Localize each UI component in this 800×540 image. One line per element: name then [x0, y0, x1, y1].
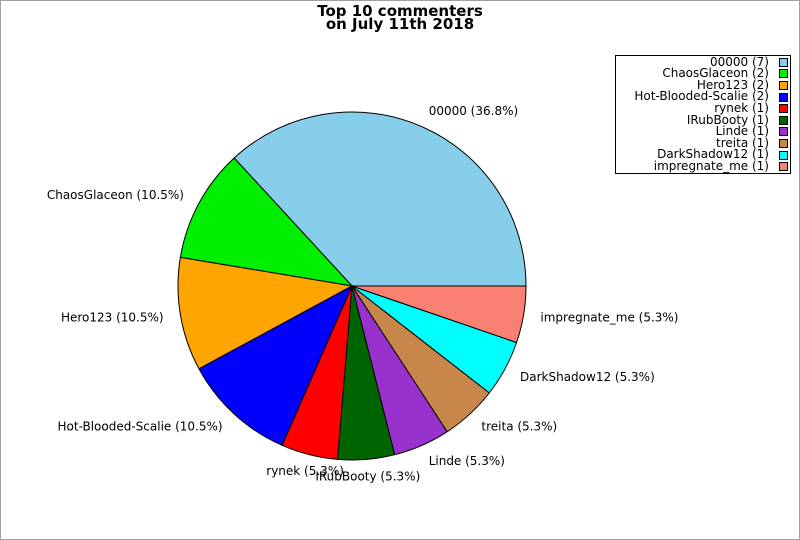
legend-label-Linde: Linde (1) [715, 124, 769, 139]
legend-row-00000: 00000 (7) [616, 54, 788, 69]
slice-label-DarkShadow12: DarkShadow12 (5.3%) [520, 370, 655, 384]
legend-row-ChaosGlaceon: ChaosGlaceon (2) [616, 66, 788, 81]
legend-label-treita: treita (1) [716, 135, 769, 150]
slice-label-rynek: rynek (5.3%) [266, 464, 344, 478]
legend-row-impregnate_me: impregnate_me (1) [616, 158, 788, 173]
slice-label-00000: 00000 (36.8%) [429, 104, 518, 118]
legend-label-ChaosGlaceon: ChaosGlaceon (2) [662, 66, 769, 81]
chart-title-line2: on July 11th 2018 [325, 15, 475, 33]
chart-title: Top 10 commenters on July 11th 2018 [1, 2, 799, 33]
slice-label-Hero123: Hero123 (10.5%) [61, 310, 164, 324]
slice-label-Hot-Blooded-Scalie: Hot-Blooded-Scalie (10.5%) [58, 420, 223, 434]
slice-label-treita: treita (5.3%) [481, 420, 557, 434]
legend-label-IRubBooty: IRubBooty (1) [686, 112, 769, 127]
legend-label-rynek: rynek (1) [714, 100, 769, 115]
legend-swatch-treita [779, 138, 788, 148]
legend-label-DarkShadow12: DarkShadow12 (1) [657, 147, 769, 162]
pie-slice-ChaosGlaceon [179, 157, 354, 287]
legend-swatch-ChaosGlaceon [779, 69, 788, 79]
pie-slice-impregnate_me [351, 285, 527, 344]
legend-row-IRubBooty: IRubBooty (1) [616, 112, 788, 127]
legend-label-Hot-Blooded-Scalie: Hot-Blooded-Scalie (2) [634, 89, 769, 104]
slice-label-ChaosGlaceon: ChaosGlaceon (10.5%) [47, 188, 184, 202]
slice-label-IRubBooty: IRubBooty (5.3%) [315, 469, 420, 483]
legend-row-Hot-Blooded-Scalie: Hot-Blooded-Scalie (2) [616, 91, 788, 103]
legend-swatch-rynek [779, 104, 788, 114]
legend-row-treita: treita (1) [616, 135, 788, 150]
legend-label-impregnate_me: impregnate_me (1) [653, 158, 769, 173]
legend-swatch-impregnate_me [779, 162, 788, 172]
legend-row-Linde: Linde (1) [616, 124, 788, 139]
legend-row-Hero123: Hero123 (2) [616, 77, 788, 92]
legend-row-DarkShadow12: DarkShadow12 (1) [616, 147, 788, 162]
pie-slice-Hot-Blooded-Scalie [198, 284, 354, 446]
legend-swatch-Hot-Blooded-Scalie [779, 92, 788, 102]
legend-label-00000: 00000 (7) [710, 54, 769, 69]
pie-slice-Hero123 [177, 256, 354, 370]
legend-box: 00000 (7) ChaosGlaceon (2) Hero123 (2) Hot-… [615, 55, 791, 174]
pie-slice-00000 [233, 111, 527, 287]
legend-row-rynek: rynek (1) [616, 100, 788, 115]
legend-label-Hero123: Hero123 (2) [696, 77, 769, 92]
slice-label-Linde: Linde (5.3%) [429, 454, 505, 468]
legend-swatch-Linde [779, 127, 788, 137]
chart-title-line1: Top 10 commenters [317, 2, 483, 20]
legend-swatch-00000 [779, 57, 788, 67]
slice-label-impregnate_me: impregnate_me (5.3%) [540, 310, 678, 324]
legend-swatch-DarkShadow12 [779, 150, 788, 160]
legend-swatch-IRubBooty [779, 115, 788, 125]
legend-swatch-Hero123 [779, 81, 788, 91]
